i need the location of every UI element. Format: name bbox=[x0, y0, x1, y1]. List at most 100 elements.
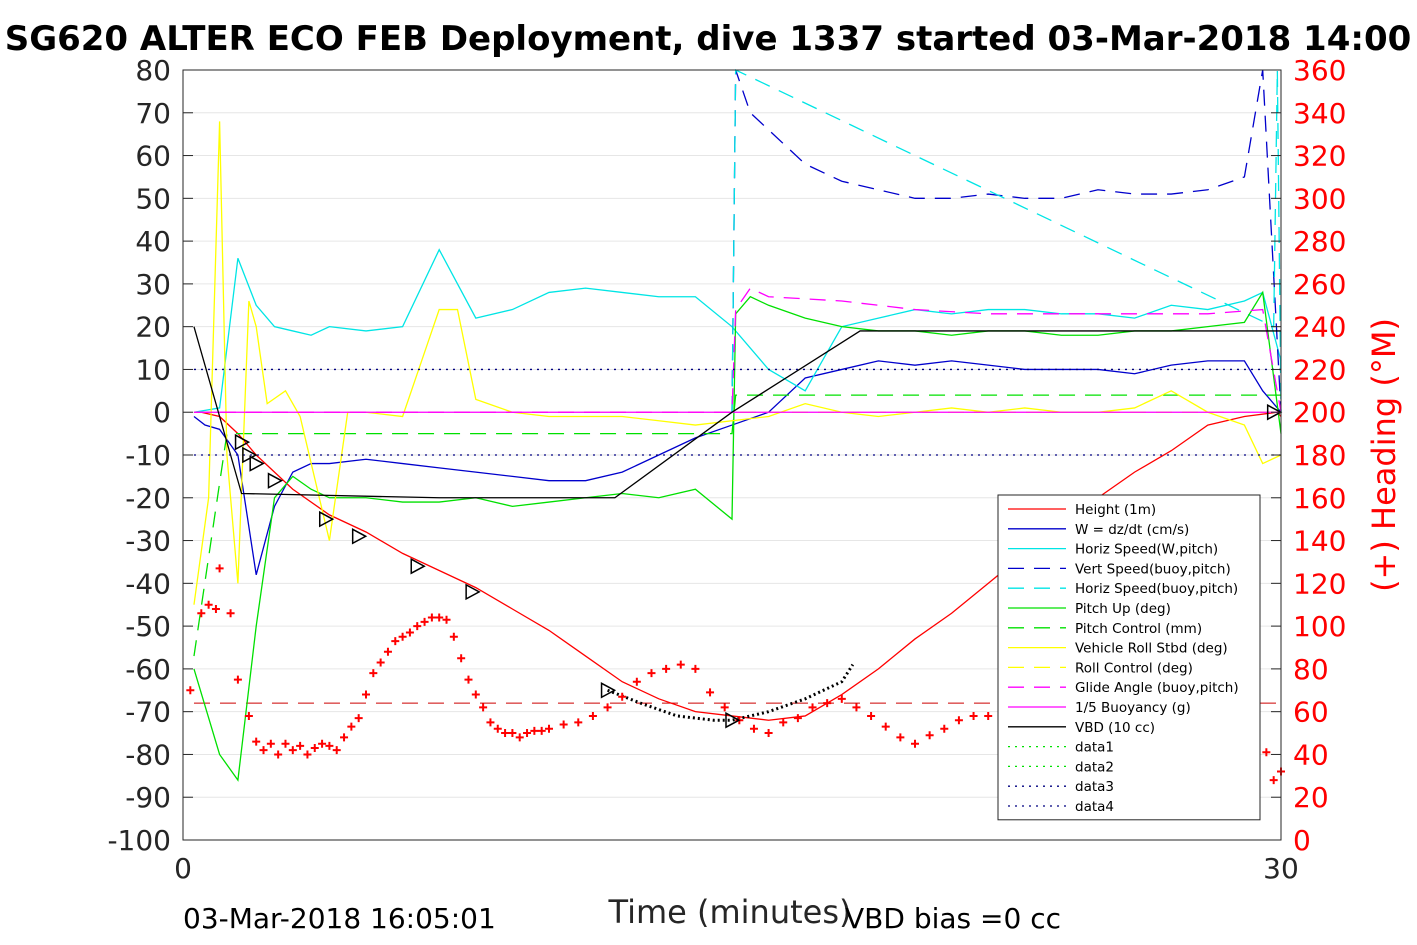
footer-timestamp: 03-Mar-2018 16:05:01 bbox=[183, 902, 496, 935]
y2-tick-label: 80 bbox=[1293, 653, 1329, 686]
heading-point bbox=[288, 746, 297, 755]
heading-point bbox=[376, 658, 385, 667]
heading-point bbox=[486, 718, 495, 727]
legend-entry: data1 bbox=[1075, 740, 1114, 756]
y2-tick-label: 320 bbox=[1293, 140, 1346, 173]
heading-point bbox=[244, 711, 253, 720]
y-tick-label: -30 bbox=[125, 525, 171, 558]
heading-point bbox=[545, 724, 553, 733]
heading-point bbox=[940, 724, 949, 733]
heading-point bbox=[226, 609, 235, 618]
heading-point bbox=[618, 692, 627, 701]
heading-point bbox=[969, 711, 978, 720]
heading-point bbox=[749, 724, 758, 733]
y-tick-label: 30 bbox=[135, 268, 171, 301]
legend-entry: Horiz Speed(W,pitch) bbox=[1075, 542, 1218, 558]
y-tick-label: 60 bbox=[135, 140, 171, 173]
y2-tick-label: 20 bbox=[1293, 781, 1329, 814]
y-tick-label: -70 bbox=[125, 696, 171, 729]
heading-point bbox=[266, 739, 275, 748]
y2-tick-label: 40 bbox=[1293, 738, 1329, 771]
heading-point bbox=[925, 731, 934, 740]
heading-point bbox=[318, 739, 327, 748]
heading-point bbox=[427, 613, 436, 622]
heading-point bbox=[332, 746, 341, 755]
heading-point bbox=[325, 741, 334, 750]
heading-point bbox=[647, 669, 656, 678]
y2-tick-label: 0 bbox=[1293, 824, 1311, 857]
y-tick-label: -40 bbox=[125, 567, 171, 600]
heading-point bbox=[259, 746, 268, 755]
series-line bbox=[193, 248, 1282, 413]
heading-point bbox=[340, 733, 349, 742]
x-axis-label: Time (minutes) bbox=[608, 893, 852, 931]
heading-point bbox=[281, 739, 290, 748]
y2-tick-label: 160 bbox=[1293, 482, 1346, 515]
legend-entry: data4 bbox=[1075, 799, 1114, 815]
chart-title: SG620 ALTER ECO FEB Deployment, dive 133… bbox=[5, 19, 1412, 59]
y2-tick-label: 60 bbox=[1293, 696, 1329, 729]
heading-point bbox=[896, 733, 905, 742]
y2-tick-label: 360 bbox=[1293, 54, 1346, 87]
y-tick-label: 80 bbox=[135, 54, 171, 87]
y-tick-label: -20 bbox=[125, 482, 171, 515]
heading-point bbox=[662, 664, 671, 673]
series-line bbox=[193, 326, 1281, 499]
legend-entry: Vert Speed(buoy,pitch) bbox=[1075, 561, 1231, 577]
heading-point bbox=[211, 605, 220, 613]
y-tick-label: 40 bbox=[135, 225, 171, 258]
triangle-marker bbox=[267, 472, 284, 489]
y-tick-label: -100 bbox=[107, 824, 171, 857]
y2-tick-label: 340 bbox=[1293, 97, 1346, 130]
heading-point bbox=[954, 716, 963, 725]
y-tick-label: 50 bbox=[135, 182, 171, 215]
y-tick-label: -90 bbox=[125, 781, 171, 814]
heading-point bbox=[706, 688, 715, 697]
y-axis-right: 0 20 40 60 80 100 120 140 160 180 200 220 240 260 280 3… bbox=[1271, 54, 1346, 857]
heading-point bbox=[383, 647, 392, 656]
heading-point bbox=[186, 686, 195, 695]
heading-point bbox=[911, 739, 919, 748]
legend-entry: Roll Control (deg) bbox=[1075, 660, 1193, 676]
heading-point bbox=[537, 726, 546, 735]
y-axis-left: -100-90-80-70-60-50-40-30-20-10010203040… bbox=[107, 54, 193, 857]
y-tick-label: 70 bbox=[135, 97, 171, 130]
heading-point bbox=[588, 711, 597, 720]
triangle-marker bbox=[465, 583, 481, 601]
heading-point bbox=[354, 714, 363, 723]
heading-point bbox=[793, 714, 802, 723]
series-line bbox=[193, 290, 1282, 782]
legend-entry: Vehicle Roll Stbd (deg) bbox=[1075, 641, 1228, 657]
triangle-marker bbox=[249, 455, 265, 472]
heading-point bbox=[852, 703, 861, 712]
heading-point bbox=[479, 703, 488, 712]
heading-point bbox=[464, 675, 473, 684]
heading-point bbox=[215, 564, 224, 573]
legend-entry: Pitch Control (mm) bbox=[1075, 621, 1202, 637]
heading-point bbox=[310, 744, 319, 753]
heading-point bbox=[1262, 748, 1271, 757]
heading-point bbox=[471, 690, 480, 699]
legend-entry: data2 bbox=[1075, 759, 1114, 775]
y2-tick-label: 200 bbox=[1293, 396, 1346, 429]
series-line bbox=[193, 287, 1282, 413]
footer-vbd-bias: VBD bias =0 cc bbox=[845, 902, 1061, 935]
x-tick-label: 0 bbox=[174, 852, 192, 885]
y2-tick-label: 120 bbox=[1293, 567, 1346, 600]
heading-point bbox=[413, 622, 422, 631]
triangle-marker bbox=[242, 446, 258, 464]
legend-entry: W = dz/dt (cm/s) bbox=[1075, 522, 1189, 538]
heading-point bbox=[574, 718, 583, 727]
heading-point bbox=[493, 724, 502, 733]
heading-point bbox=[632, 677, 641, 686]
legend-entry: data3 bbox=[1075, 779, 1114, 795]
heading-point bbox=[391, 637, 400, 646]
heading-point bbox=[837, 694, 846, 703]
series-line bbox=[193, 394, 1281, 657]
heading-point bbox=[984, 711, 993, 720]
heading-point bbox=[303, 750, 312, 759]
legend-entry: 1/5 Buoyancy (g) bbox=[1075, 700, 1191, 716]
y-tick-label: 10 bbox=[135, 353, 171, 386]
y-tick-label: 20 bbox=[135, 311, 171, 344]
heading-point bbox=[420, 617, 429, 626]
